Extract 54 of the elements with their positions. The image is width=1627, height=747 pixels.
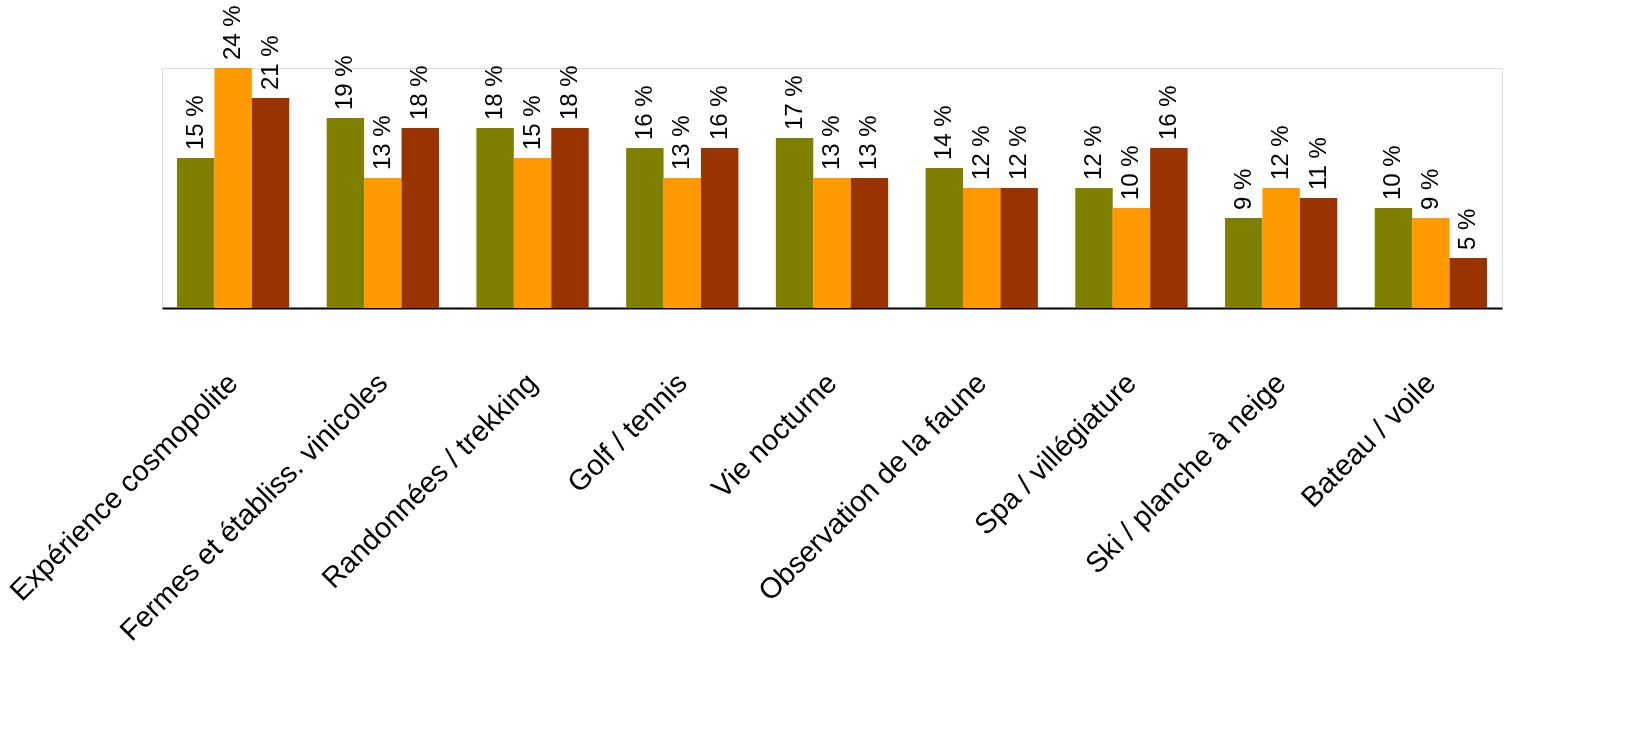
bar <box>1000 188 1038 308</box>
bar <box>1412 218 1450 308</box>
data-label: 10 % <box>1378 145 1406 200</box>
data-label: 11 % <box>1303 137 1331 190</box>
data-label: 21 % <box>255 35 283 90</box>
data-label: 13 % <box>817 115 844 170</box>
data-label: 13 % <box>854 115 882 170</box>
bar <box>963 188 1001 308</box>
bar <box>1449 258 1488 308</box>
bar <box>850 178 889 308</box>
bar <box>1225 218 1263 308</box>
data-label: 15 % <box>180 95 208 150</box>
data-label: 12 % <box>966 125 994 180</box>
bar <box>1262 188 1300 308</box>
bar <box>551 128 589 308</box>
bar <box>700 148 739 308</box>
data-label: 5 % <box>1453 208 1481 250</box>
data-label: 18 % <box>480 65 508 120</box>
data-label: 9 % <box>1228 168 1256 210</box>
bar <box>251 98 290 308</box>
bar <box>1112 208 1151 308</box>
data-label: 12 % <box>1004 125 1032 180</box>
data-label: 9 % <box>1415 168 1443 210</box>
data-label: 16 % <box>704 85 732 140</box>
bar <box>925 168 964 308</box>
data-label: 17 % <box>779 75 807 130</box>
bar <box>1150 148 1188 308</box>
data-label: 18 % <box>554 65 582 120</box>
bar <box>813 178 851 308</box>
data-label: 13 % <box>667 115 695 170</box>
data-label: 15 % <box>517 95 545 150</box>
bar <box>1075 188 1113 308</box>
data-label: 13 % <box>367 115 395 170</box>
data-label: 18 % <box>405 65 433 120</box>
bar <box>1299 198 1338 308</box>
bar <box>176 158 215 308</box>
data-label: 12 % <box>1079 125 1107 180</box>
data-label: 16 % <box>629 85 657 140</box>
bar <box>326 118 365 308</box>
data-label: 16 % <box>1153 85 1181 140</box>
data-label: 24 % <box>218 5 246 60</box>
bar <box>663 178 701 308</box>
bar <box>513 158 552 308</box>
bar <box>364 178 402 308</box>
bar <box>775 138 814 308</box>
bar <box>476 128 514 308</box>
data-label: 12 % <box>1266 125 1294 180</box>
bar <box>626 148 664 308</box>
data-label: 19 % <box>330 55 358 110</box>
bar <box>214 68 252 308</box>
bar <box>1374 208 1413 308</box>
data-label: 10 % <box>1116 145 1144 200</box>
data-label: 14 % <box>929 105 957 160</box>
bar <box>401 128 439 308</box>
